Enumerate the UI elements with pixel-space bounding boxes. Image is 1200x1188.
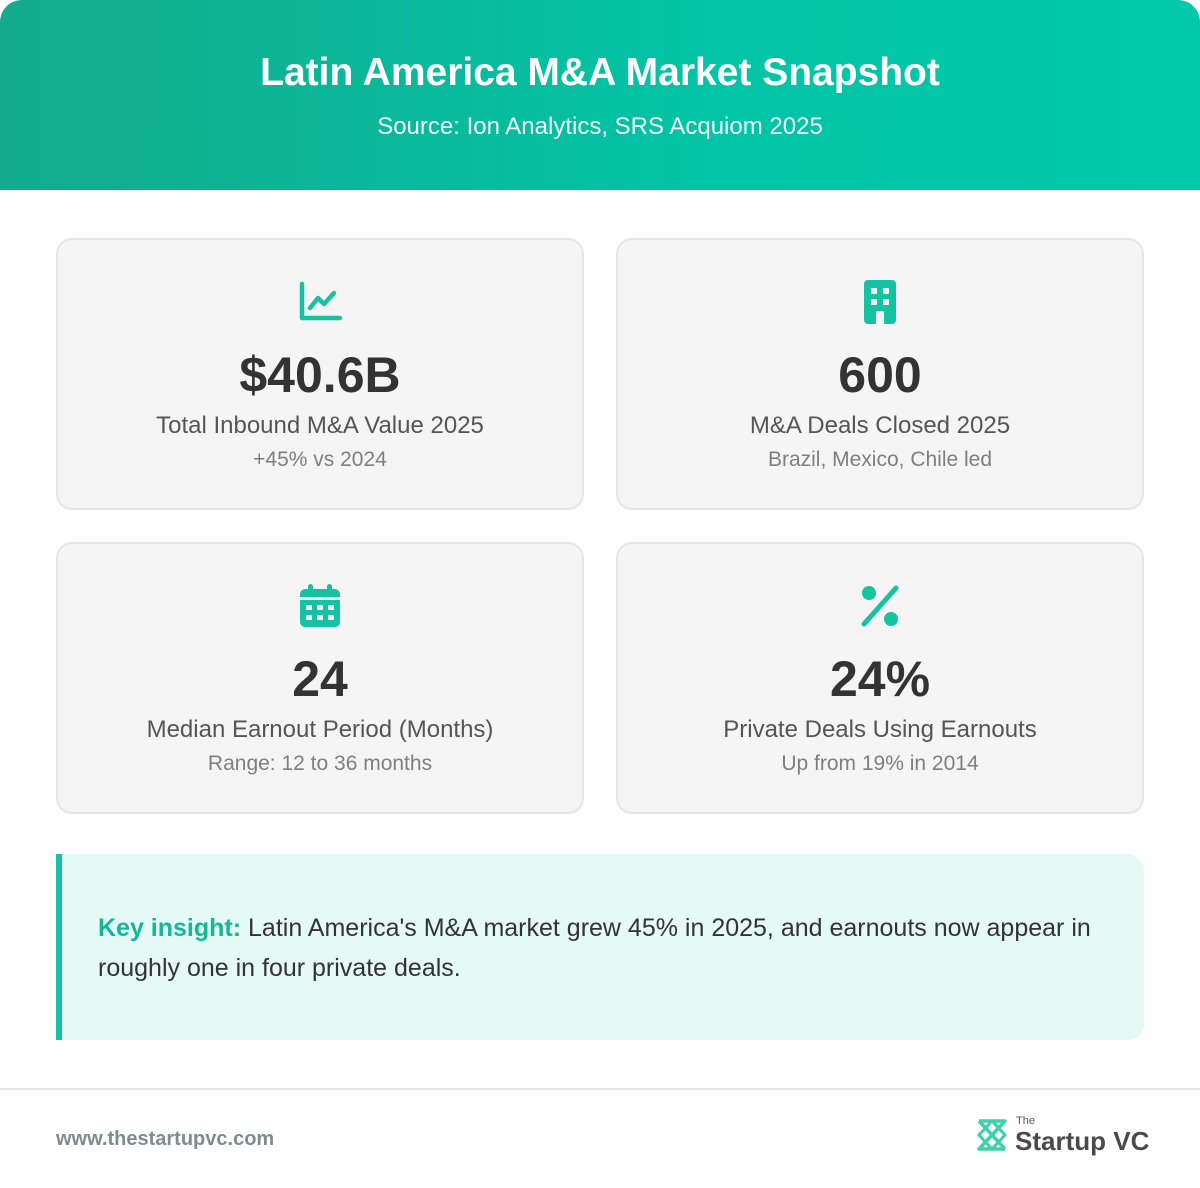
percent-icon xyxy=(856,582,904,630)
stat-label: Median Earnout Period (Months) xyxy=(146,716,494,743)
calendar-icon xyxy=(296,582,344,630)
stat-label: Private Deals Using Earnouts xyxy=(723,716,1037,743)
line-chart-icon xyxy=(296,278,344,326)
logo-brand-text: Startup VC xyxy=(1015,1126,1150,1156)
stat-note: Brazil, Mexico, Chile led xyxy=(767,448,993,471)
stat-note: Range: 12 to 36 months xyxy=(207,752,433,775)
stat-card-earnout-usage: 24% Private Deals Using Earnouts Up from… xyxy=(616,542,1144,814)
key-insight-box: Key insight: Latin America's M&A market … xyxy=(56,854,1144,1040)
header-banner: Latin America M&A Market Snapshot Source… xyxy=(0,0,1200,190)
footer-divider xyxy=(0,1088,1200,1090)
building-icon xyxy=(856,278,904,326)
logo-mark-icon xyxy=(975,1117,1009,1153)
page-subtitle: Source: Ion Analytics, SRS Acquiom 2025 xyxy=(377,113,823,140)
stat-label: M&A Deals Closed 2025 xyxy=(749,412,1011,439)
insight-key-label: Key insight: xyxy=(98,914,242,942)
stat-value: 600 xyxy=(838,347,922,403)
startup-vc-logo: The Startup VC xyxy=(975,1114,1149,1158)
stat-card-deals-closed: 600 M&A Deals Closed 2025 Brazil, Mexico… xyxy=(616,238,1144,510)
footer-website-link[interactable]: www.thestartupvc.com xyxy=(56,1128,275,1150)
insight-text: Latin America's M&A market grew 45% in 2… xyxy=(98,914,1091,982)
stat-value: 24 xyxy=(292,651,348,707)
stat-value: $40.6B xyxy=(239,347,401,403)
stat-note: +45% vs 2024 xyxy=(253,448,387,471)
logo-small-text: The xyxy=(1016,1115,1035,1127)
page-title: Latin America M&A Market Snapshot xyxy=(260,51,940,94)
stat-label: Total Inbound M&A Value 2025 xyxy=(156,412,484,439)
stat-value: 24% xyxy=(829,651,931,707)
stat-card-inbound-value: $40.6B Total Inbound M&A Value 2025 +45%… xyxy=(56,238,584,510)
stat-card-earnout-period: 24 Median Earnout Period (Months) Range:… xyxy=(56,542,584,814)
stat-note: Up from 19% in 2014 xyxy=(781,752,979,775)
insight-paragraph: Key insight: Latin America's M&A market … xyxy=(98,908,1108,988)
